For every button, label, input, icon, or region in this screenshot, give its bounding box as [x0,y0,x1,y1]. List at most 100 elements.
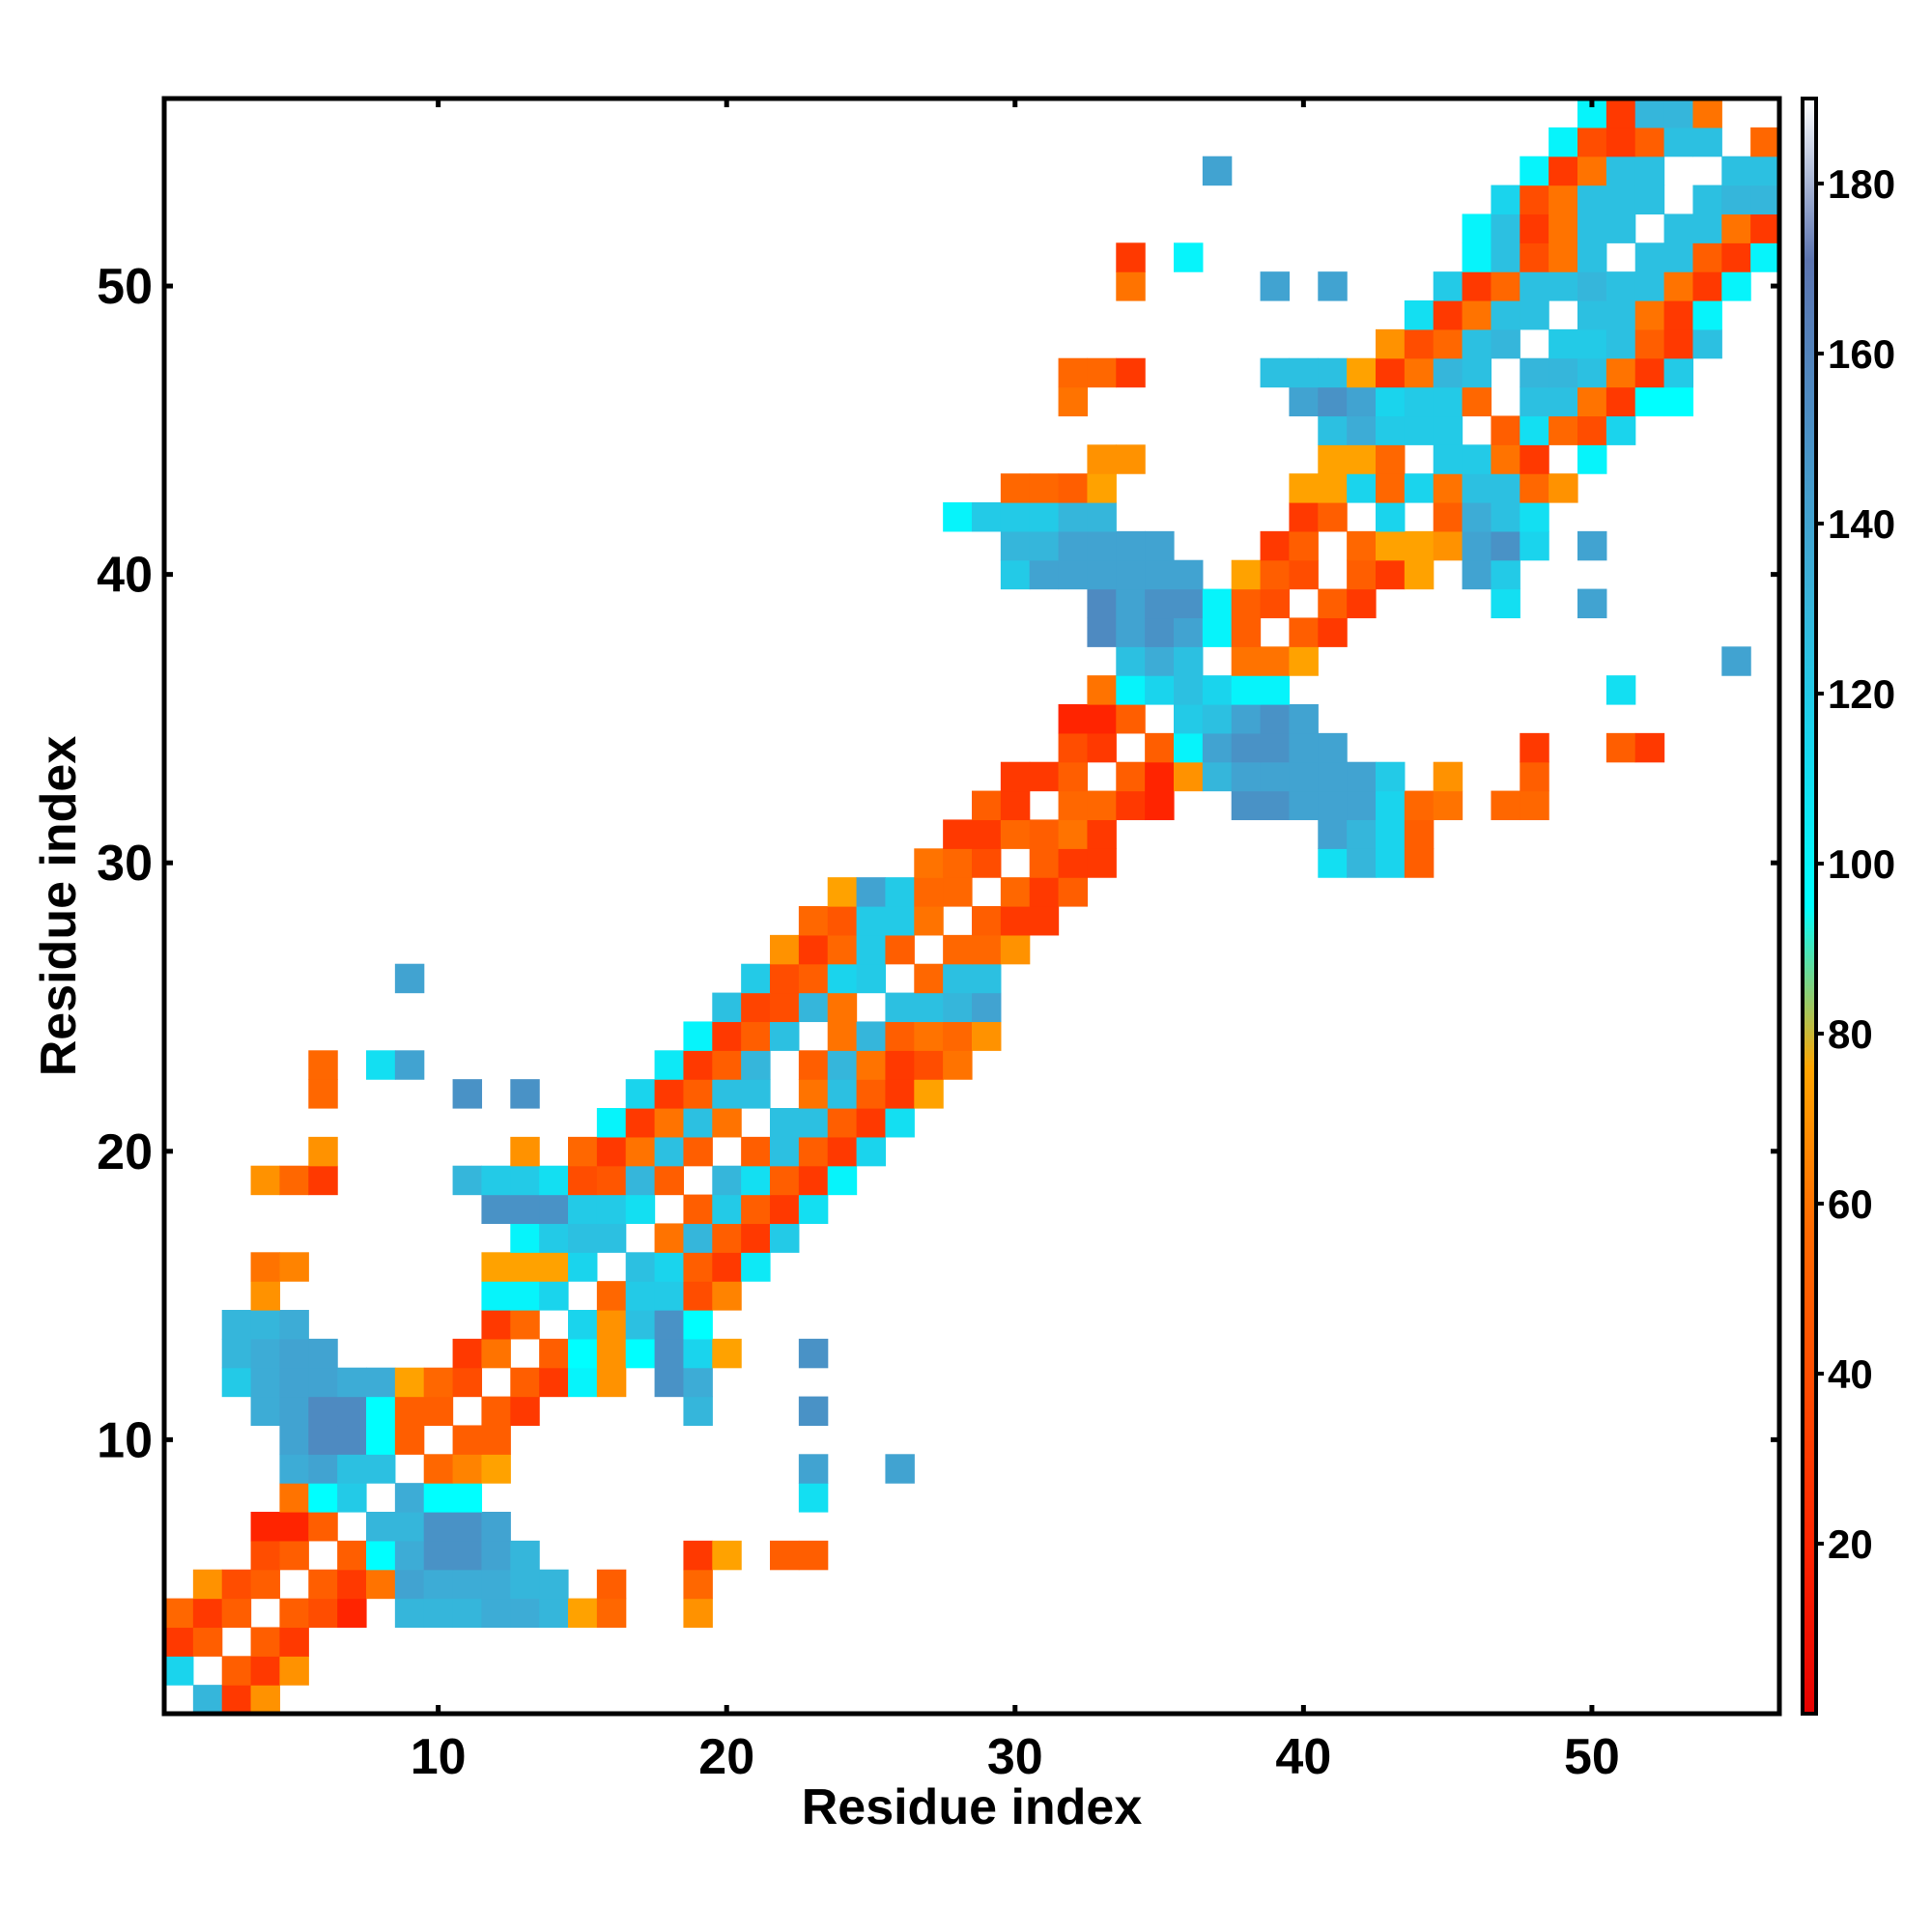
heatmap-cell [654,1223,685,1253]
heatmap-cell [452,1165,483,1196]
heatmap-cell [1260,732,1291,763]
y-tick-label: 50 [97,259,153,315]
heatmap-cell [481,1512,511,1542]
heatmap-cell [1376,357,1406,388]
heatmap-cell [856,1021,887,1051]
heatmap-cell [1087,617,1117,647]
heatmap-cell [1663,99,1694,128]
y-tick-label: 30 [97,836,153,892]
heatmap-cell [1433,444,1463,474]
heatmap-cell [1520,761,1549,792]
heatmap-cell [943,963,973,994]
heatmap-cell [1116,242,1146,272]
heatmap-cell [596,1310,627,1340]
heatmap-cell [1462,386,1492,417]
heatmap-cell [625,1310,656,1340]
heatmap-cell [394,1598,425,1629]
colorbar-frame [1801,97,1818,1716]
heatmap-cell [568,1136,598,1167]
heatmap-cell [1404,848,1435,878]
heatmap-cell [1404,819,1435,849]
heatmap-cell [1577,386,1607,417]
heatmap-cell [625,1079,656,1109]
heatmap-cell [192,1627,223,1657]
heatmap-cell [1663,127,1694,157]
heatmap-cell [972,848,1002,878]
heatmap-cell [1087,444,1117,474]
heatmap-cell [1376,502,1406,532]
heatmap-cell [366,1454,396,1484]
heatmap-cell [250,1165,281,1196]
heatmap-cell [394,1569,425,1600]
heatmap-cell [366,1425,396,1455]
heatmap-cell [250,1252,281,1282]
heatmap-cell [1491,559,1520,590]
heatmap-cell [654,1252,685,1282]
heatmap-cell [596,1338,627,1369]
heatmap-cell [741,963,771,994]
heatmap-cell [1520,790,1549,821]
heatmap-cell [1318,732,1348,763]
heatmap-cell [683,1136,713,1167]
heatmap-cell [1605,415,1636,445]
heatmap-cell [510,1079,540,1109]
heatmap-cell [654,1338,685,1369]
heatmap-cell [1318,848,1348,878]
heatmap-cell [972,790,1002,821]
heatmap-cell [1433,271,1463,301]
heatmap-cell [1577,588,1607,619]
heatmap-cell [510,1540,540,1571]
heatmap-cell [423,1454,454,1484]
heatmap-cell [943,819,973,849]
heatmap-cell [1663,386,1694,417]
heatmap-cell [712,1338,742,1369]
heatmap-cell [972,963,1002,994]
heatmap-cell [1260,357,1291,388]
heatmap-cell [683,1108,713,1138]
heatmap-cell [481,1194,511,1225]
heatmap-cell [250,1310,281,1340]
heatmap-cell [1376,761,1406,792]
heatmap-cell [1433,502,1463,532]
heatmap-cell [596,1165,627,1196]
heatmap-cell [683,1281,713,1311]
colorbar-tick-label: 160 [1828,331,1895,377]
heatmap-cell [452,1367,483,1398]
heatmap-cell [914,1050,944,1080]
heatmap-cell [1577,357,1607,388]
heatmap-cell [596,1223,627,1253]
heatmap-cell [1058,819,1089,849]
heatmap-cell [1058,473,1089,503]
heatmap-cell [1692,99,1722,128]
heatmap-cell [1058,704,1089,734]
heatmap-cell [1404,559,1435,590]
heatmap-cell [510,1165,540,1196]
heatmap-cell [1260,761,1291,792]
heatmap-cell [1231,704,1262,734]
heatmap-cell [1174,617,1204,647]
heatmap-cell [1577,242,1607,272]
heatmap-cell [1404,415,1435,445]
heatmap-cell [279,1425,309,1455]
heatmap-cell [1029,819,1060,849]
heatmap-cell [1029,502,1060,532]
heatmap-cell [798,1483,829,1513]
heatmap-cell [1404,790,1435,821]
heatmap-cell [914,1021,944,1051]
heatmap-cell [164,1598,194,1629]
colorbar-tick-label: 60 [1828,1181,1873,1227]
heatmap-cell [972,992,1002,1023]
heatmap-cell [1634,271,1665,301]
heatmap-cell [337,1483,367,1513]
heatmap-cell [885,906,915,936]
heatmap-cell [1663,328,1694,359]
heatmap-cell [1692,213,1722,243]
heatmap-cell [394,1540,425,1571]
heatmap-cell [798,1108,829,1138]
heatmap-cell [741,1194,771,1225]
heatmap-cell [1347,530,1377,561]
heatmap-cell [1692,300,1722,330]
heatmap-cell [1145,732,1175,763]
heatmap-cell [1376,473,1406,503]
